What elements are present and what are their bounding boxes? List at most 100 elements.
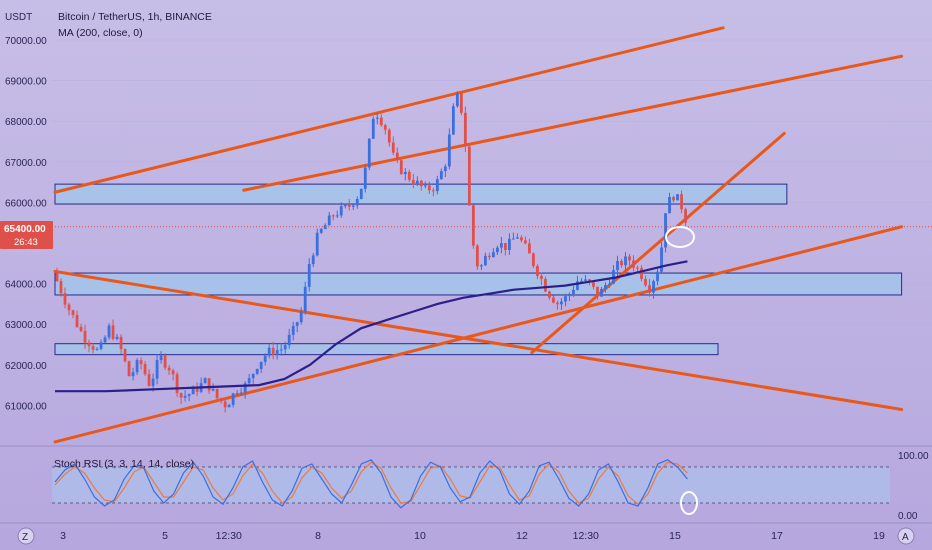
candle-body: [375, 117, 379, 119]
indicator-title[interactable]: MA (200, close, 0): [58, 27, 143, 39]
footer-right-button[interactable]: A: [897, 527, 915, 545]
z-icon: Z: [22, 532, 28, 543]
candle-body: [327, 215, 331, 226]
candle-body: [203, 378, 207, 384]
candle-body: [99, 342, 103, 349]
candle-body: [155, 360, 159, 379]
stoch-label[interactable]: Stoch RSI (3, 3, 14, 14, close): [54, 458, 194, 470]
moving-average: [55, 260, 688, 393]
candle-body: [175, 374, 179, 394]
a-icon: A: [902, 532, 909, 543]
candle-body: [367, 138, 371, 168]
candle-body: [580, 280, 583, 282]
candle-body: [267, 347, 271, 356]
stoch-k-line: [54, 459, 688, 509]
candle-body: [608, 283, 611, 286]
y-tick-label: 67000.00: [5, 158, 47, 169]
highlight-circle-stoch[interactable]: [680, 491, 698, 515]
candle-body: [624, 256, 627, 266]
candle-body: [179, 393, 183, 398]
candle-body: [279, 349, 283, 351]
candle-body: [275, 349, 279, 356]
candle-body: [471, 205, 475, 246]
x-tick-label: 19: [873, 530, 885, 542]
x-tick-label: 5: [162, 530, 168, 542]
candle-body: [91, 346, 95, 350]
candle-body: [656, 271, 659, 282]
candle-body: [431, 190, 435, 192]
currency-label: USDT: [5, 12, 32, 23]
candle-body: [351, 205, 355, 207]
candle-body: [596, 286, 599, 297]
candle-body: [584, 279, 587, 281]
candle-body: [648, 285, 651, 293]
candle-body: [540, 275, 543, 279]
candle-body: [556, 302, 559, 305]
candle-body: [135, 360, 139, 373]
candle-body: [423, 185, 427, 187]
candle-body: [564, 296, 567, 302]
trendline[interactable]: [530, 131, 786, 355]
x-tick-label: 8: [315, 530, 321, 542]
candle-body: [644, 278, 647, 286]
candle-body: [632, 260, 635, 268]
candle-body: [75, 315, 79, 327]
candle-body: [355, 198, 359, 206]
candle-body: [576, 281, 579, 290]
candle-body: [636, 267, 639, 269]
y-tick-label: 69000.00: [5, 77, 47, 88]
candle-body: [676, 194, 679, 201]
candle-body: [512, 238, 515, 240]
candle-body: [159, 355, 163, 361]
candle-body: [139, 360, 143, 365]
x-tick-label: 12: [516, 530, 528, 542]
trendlines[interactable]: [53, 26, 904, 444]
ma-line: [55, 260, 688, 393]
stoch-bottom-label: 0.00: [898, 511, 918, 522]
candle-body: [407, 171, 411, 180]
candle-body: [491, 252, 495, 258]
candle-body: [95, 348, 99, 350]
y-tick-label: 68000.00: [5, 117, 47, 128]
candle-body: [572, 289, 575, 294]
candle-body: [223, 401, 227, 408]
candle-body: [548, 291, 551, 298]
y-tick-label: 66000.00: [5, 198, 47, 209]
candle-body: [119, 336, 123, 350]
candle-body: [283, 345, 287, 350]
trendline[interactable]: [53, 225, 904, 444]
highlight-circle-price[interactable]: [665, 226, 695, 248]
trendline[interactable]: [53, 26, 725, 194]
horizontal-zones[interactable]: [54, 183, 903, 356]
x-tick-label: 12:30: [573, 530, 599, 542]
price-badge: 65400.00 26:43: [0, 221, 53, 249]
candle-body: [211, 388, 215, 391]
y-tick-label: 63000.00: [5, 320, 47, 331]
trendline[interactable]: [242, 54, 904, 192]
footer-left-button[interactable]: Z: [17, 527, 35, 545]
candle-body: [660, 247, 663, 272]
candle-body: [255, 368, 259, 374]
zone-rect[interactable]: [54, 343, 719, 356]
symbol-title[interactable]: Bitcoin / TetherUS, 1h, BINANCE: [58, 11, 212, 23]
candle-body: [111, 325, 115, 339]
candle-body: [235, 393, 239, 395]
trendline[interactable]: [53, 269, 904, 411]
candle-body: [499, 243, 503, 248]
y-tick-label: 70000.00: [5, 36, 47, 47]
candle-body: [552, 297, 555, 303]
candle-body: [435, 179, 439, 191]
candle-body: [463, 112, 467, 147]
candle-body: [195, 387, 199, 392]
candle-body: [115, 336, 119, 339]
candle-body: [227, 404, 231, 408]
x-tick-label: 10: [414, 530, 426, 542]
candle-body: [219, 398, 223, 402]
candle-body: [151, 378, 155, 386]
x-tick-label: 15: [669, 530, 681, 542]
candle-body: [307, 264, 311, 287]
candle-body: [459, 93, 463, 113]
candle-body: [303, 286, 307, 312]
candle-body: [532, 253, 535, 266]
